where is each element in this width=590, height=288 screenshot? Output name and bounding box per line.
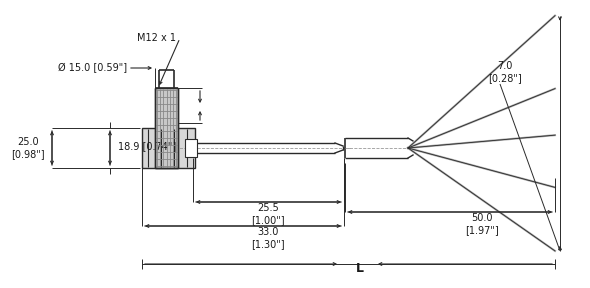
FancyBboxPatch shape [142,128,195,168]
FancyBboxPatch shape [185,139,197,157]
Text: L: L [356,262,364,274]
Text: 25.0
[0.98"]: 25.0 [0.98"] [11,137,45,159]
Text: 18.9 [0.74"]: 18.9 [0.74"] [118,141,176,151]
FancyBboxPatch shape [155,88,178,168]
Text: M12 x 1: M12 x 1 [137,33,176,43]
Text: 33.0
[1.30"]: 33.0 [1.30"] [251,227,285,249]
Text: 7.0
[0.28"]: 7.0 [0.28"] [488,61,522,83]
Text: 50.0
[1.97"]: 50.0 [1.97"] [465,213,499,235]
Text: 25.5
[1.00"]: 25.5 [1.00"] [251,203,285,225]
Text: Ø 15.0 [0.59"]: Ø 15.0 [0.59"] [58,63,127,73]
